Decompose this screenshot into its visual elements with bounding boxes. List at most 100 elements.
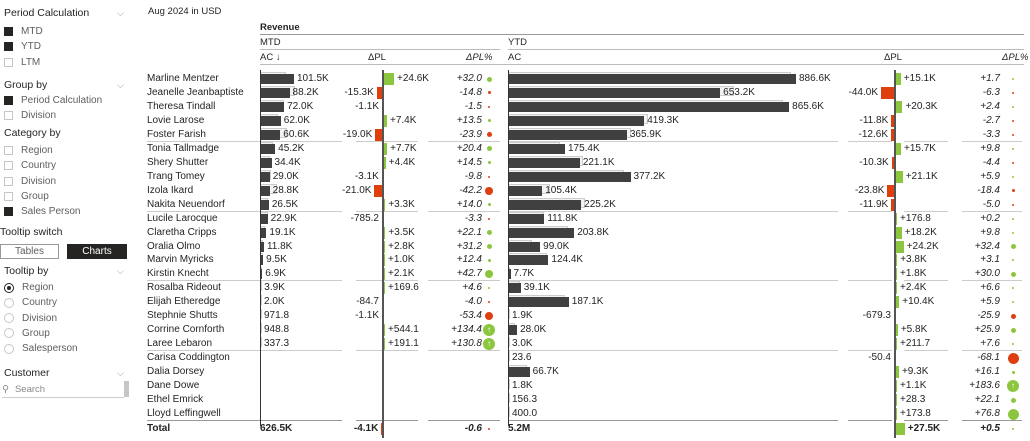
checkbox[interactable] bbox=[4, 57, 13, 67]
table-row[interactable]: Foster Farish 60.6K -19.0K -23.9 365.9K -12.6… bbox=[0, 127, 1030, 142]
actual-value: 365.9K bbox=[629, 128, 662, 140]
table-row[interactable]: Trang Tomey 29.0K -3.1K -9.8 377.2K +21.1K +5.… bbox=[0, 169, 1030, 184]
actual-bar bbox=[508, 199, 582, 210]
actual-value: 948.8 bbox=[264, 324, 290, 336]
variance-dot: ↑ bbox=[483, 338, 495, 351]
group-by-option[interactable]: Period Calculation bbox=[4, 95, 102, 106]
checkbox[interactable] bbox=[4, 146, 13, 155]
salesperson-name: Lovie Larose bbox=[147, 114, 205, 126]
table-row[interactable]: Rosalba Rideout 3.9K +169.6 +4.6 39.1K +2.4K +… bbox=[0, 281, 1030, 295]
tooltip-by-option[interactable]: Group bbox=[4, 328, 50, 339]
radio-button[interactable] bbox=[4, 328, 14, 339]
checkbox[interactable] bbox=[4, 42, 13, 52]
category-by-option[interactable]: Group bbox=[4, 191, 49, 202]
chevron-down-icon[interactable]: ⌵ bbox=[117, 8, 124, 18]
category-by-option[interactable]: Country bbox=[4, 160, 56, 171]
table-row[interactable]: Marline Mentzer 101.5K +24.6K +32.0 886.6K +1… bbox=[0, 72, 1030, 86]
period-calc-option[interactable]: LTM bbox=[4, 57, 40, 68]
variance-value: +191.1 bbox=[388, 338, 419, 350]
checkbox[interactable] bbox=[4, 191, 13, 201]
variance-percent: -18.4 bbox=[977, 184, 1000, 196]
table-row[interactable]: Lovie Larose 62.0K +7.4K +13.5 419.3K -11.8K -… bbox=[0, 113, 1030, 128]
checkbox[interactable] bbox=[4, 176, 13, 186]
salesperson-name: Corrine Cornforth bbox=[147, 324, 225, 336]
table-row[interactable]: Dane Dowe 1.8K +1.1K +183.6 ↑ bbox=[0, 379, 1030, 393]
variance-value: +1.1K bbox=[900, 380, 927, 392]
table-row[interactable]: Dalia Dorsey 66.7K +9.3K +16.1 bbox=[0, 365, 1030, 379]
checkbox[interactable] bbox=[4, 96, 13, 105]
scrollbar[interactable] bbox=[124, 381, 129, 397]
salesperson-name: Carisa Coddington bbox=[147, 352, 230, 364]
variance-dot bbox=[485, 270, 493, 279]
variance-value: -50.4 bbox=[868, 352, 891, 364]
table-row[interactable]: Lucile Larocque 22.9K -785.2 -3.3 111.8K +176… bbox=[0, 211, 1030, 226]
table-row[interactable]: Izola Ikard 28.8K -21.0K -42.2 105.4K -23.8K -… bbox=[0, 183, 1030, 198]
chevron-down-icon[interactable]: ⌵ bbox=[117, 266, 124, 276]
table-row[interactable]: Tonia Tallmadge 45.2K +7.7K +20.4 175.4K +15.… bbox=[0, 141, 1030, 156]
actual-value: 156.3 bbox=[512, 394, 538, 406]
tooltip-by-option[interactable]: Region bbox=[4, 282, 54, 293]
table-row[interactable]: Elijah Etheredge 2.0K -84.7 -4.0 187.1K +10.4… bbox=[0, 295, 1030, 309]
chevron-down-icon[interactable]: ⌵ bbox=[117, 368, 124, 378]
checkbox[interactable] bbox=[4, 207, 13, 217]
ytd-dpl-header[interactable]: ΔPL bbox=[884, 52, 902, 63]
radio-button[interactable] bbox=[4, 297, 14, 308]
checkbox[interactable] bbox=[4, 111, 13, 121]
checkbox[interactable] bbox=[4, 161, 13, 171]
ytd-dplpct-header[interactable]: ΔPL% bbox=[1002, 52, 1029, 63]
tooltip-by-option[interactable]: Country bbox=[4, 297, 57, 308]
table-row[interactable]: Marvin Myricks 9.5K +1.0K +12.4 124.4K +3.8K +… bbox=[0, 253, 1030, 267]
variance-dot bbox=[1012, 428, 1014, 430]
period-calc-option[interactable]: MTD bbox=[4, 26, 43, 37]
tables-button[interactable]: Tables bbox=[0, 244, 59, 259]
tooltip-by-option[interactable]: Division bbox=[4, 313, 57, 324]
variance-percent: +22.1 bbox=[974, 394, 1000, 406]
category-by-option[interactable]: Division bbox=[4, 176, 56, 187]
actual-bar bbox=[260, 241, 264, 252]
customer-search-input[interactable]: ⚲ Search bbox=[2, 381, 124, 398]
option-label: LTM bbox=[21, 56, 41, 68]
table-row[interactable]: Jeanelle Jeanbaptiste 88.2K -15.3K -14.8 653… bbox=[0, 85, 1030, 100]
table-row[interactable]: Kirstin Knecht 6.9K +2.1K +42.7 7.7K +1.8K +30… bbox=[0, 267, 1030, 281]
actual-bar bbox=[508, 241, 541, 252]
mtd-ac-header[interactable]: AC ↓ bbox=[260, 52, 281, 63]
actual-value: 29.0K bbox=[272, 170, 299, 182]
group-separator bbox=[260, 210, 340, 212]
actual-value: 26.5K bbox=[271, 198, 299, 210]
chevron-down-icon[interactable]: ⌵ bbox=[117, 80, 124, 90]
actual-value: 99.0K bbox=[543, 240, 570, 252]
category-by-option[interactable]: Sales Person bbox=[4, 206, 80, 217]
mtd-dplpct-header[interactable]: ΔPL% bbox=[466, 52, 493, 63]
radio-button[interactable] bbox=[4, 343, 14, 354]
table-row[interactable]: Shery Shutter 34.4K +4.4K +14.5 221.1K -10.3K… bbox=[0, 155, 1030, 170]
table-row[interactable]: Oralia Olmo 11.8K +2.8K +31.2 99.0K +24.2K +32… bbox=[0, 239, 1030, 254]
variance-percent: +1.7 bbox=[980, 73, 1000, 84]
table-row[interactable]: Theresa Tindall 72.0K -1.1K -1.5 865.6K +20.3… bbox=[0, 99, 1030, 114]
actual-bar bbox=[508, 283, 521, 294]
table-row[interactable]: Ethel Emrick 156.3 +28.3 +22.1 bbox=[0, 393, 1030, 407]
table-row[interactable]: Laree Lebaron 337.3 +191.1 +130.8 ↑ 3.0K +211.… bbox=[0, 337, 1030, 351]
group-by-option[interactable]: Division bbox=[4, 110, 56, 121]
category-by-option[interactable]: Region bbox=[4, 145, 53, 156]
radio-button[interactable] bbox=[4, 282, 14, 293]
ytd-ac-header[interactable]: AC bbox=[508, 52, 522, 63]
actual-bar bbox=[508, 213, 545, 224]
table-row[interactable]: Claretha Cripps 19.1K +3.5K +22.1 203.8K +18.… bbox=[0, 225, 1030, 240]
table-row[interactable]: Carisa Coddington 23.6 -50.4 -68.1 bbox=[0, 351, 1030, 365]
table-row[interactable]: Lloyd Leffingwell 400.0 +173.8 +76.8 bbox=[0, 407, 1030, 421]
table-row[interactable]: Corrine Cornforth 948.8 +544.1 +134.4 ↑ 28.0K… bbox=[0, 323, 1030, 337]
variance-percent: +3.1 bbox=[980, 254, 1000, 266]
variance-dot bbox=[488, 105, 490, 108]
actual-value: 105.4K bbox=[545, 184, 577, 196]
mtd-dpl-header[interactable]: ΔPL bbox=[368, 52, 386, 63]
table-row[interactable]: Stephnie Shutts 971.8 -1.1K -53.4 1.9K -679.3… bbox=[0, 309, 1030, 323]
table-row[interactable]: Nakita Neuendorf 26.5K +3.3K +14.0 225.2K -11… bbox=[0, 197, 1030, 212]
charts-button[interactable]: Charts bbox=[67, 244, 127, 259]
period-calc-option[interactable]: YTD bbox=[4, 41, 41, 52]
tooltip-by-option[interactable]: Salesperson bbox=[4, 343, 78, 354]
variance-percent: -6.3 bbox=[982, 86, 1000, 98]
actual-bar bbox=[260, 74, 294, 84]
radio-button[interactable] bbox=[4, 313, 14, 324]
actual-value: 1.9K bbox=[512, 310, 533, 322]
checkbox[interactable] bbox=[4, 27, 13, 36]
